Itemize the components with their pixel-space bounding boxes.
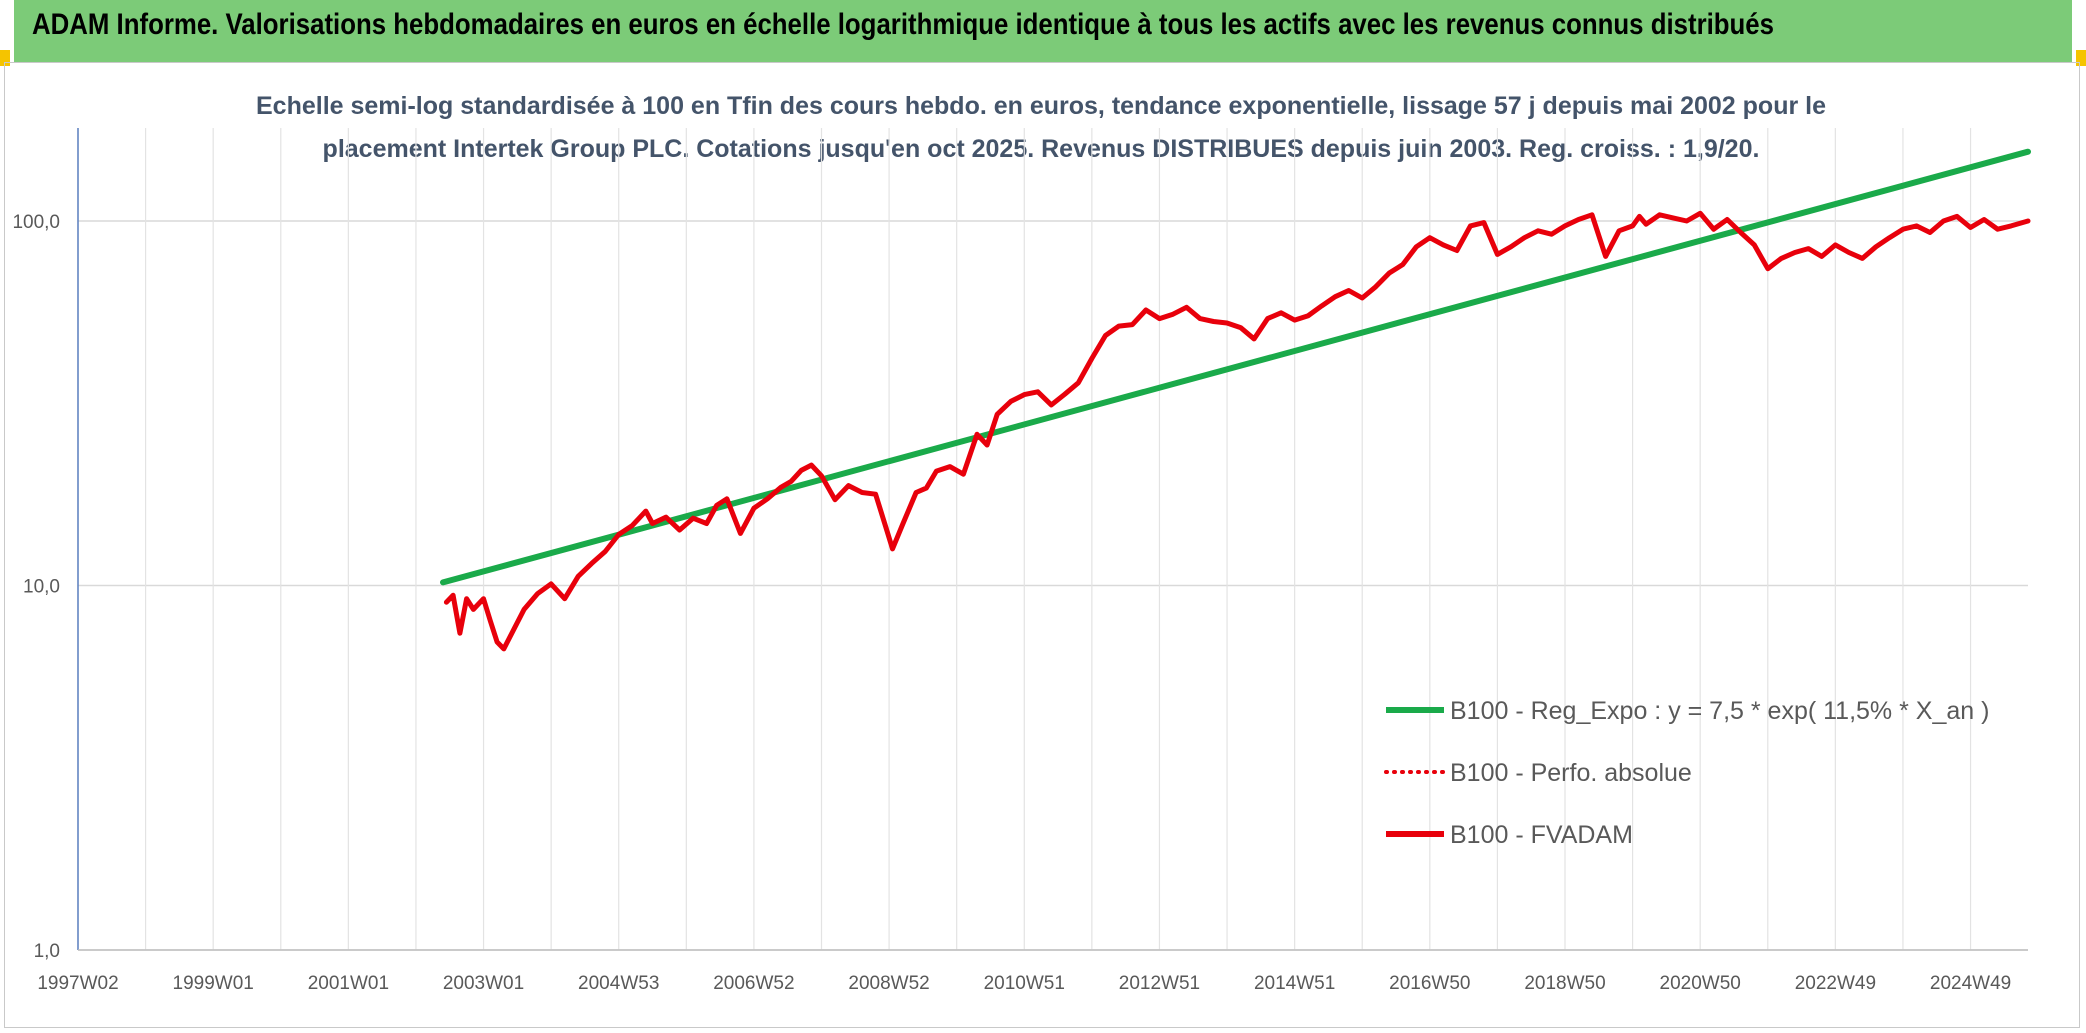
grid-lines [77, 128, 2028, 951]
x-tick-label: 2008W52 [848, 973, 929, 994]
x-tick-label: 2014W51 [1254, 973, 1335, 994]
x-tick-label: 2016W50 [1389, 973, 1470, 994]
corner-accent-left [0, 50, 10, 66]
plot-series [440, 148, 2031, 652]
y-tick-label: 10,0 [23, 577, 60, 598]
legend: B100 - Reg_Expo : y = 7,5 * exp( 11,5% *… [1384, 697, 1989, 849]
legend-label-0: B100 - Reg_Expo : y = 7,5 * exp( 11,5% *… [1450, 697, 1989, 725]
legend-label-2: B100 - FVADAM [1450, 821, 1633, 849]
x-tick-label: 2012W51 [1119, 973, 1200, 994]
chart-frame [4, 62, 2080, 1028]
chart-title-line-2: placement Intertek Group PLC. Cotations … [323, 135, 1760, 163]
series-line-2 [443, 210, 2031, 652]
page-title: ADAM Informe. Valorisations hebdomadaire… [32, 8, 1774, 41]
x-tick-label: 1999W01 [173, 973, 254, 994]
title-banner: ADAM Informe. Valorisations hebdomadaire… [14, 0, 2072, 62]
x-tick-label: 1997W02 [37, 973, 118, 994]
x-tick-label: 2010W51 [984, 973, 1065, 994]
x-tick-label: 2003W01 [443, 973, 524, 994]
x-tick-label: 2004W53 [578, 973, 659, 994]
corner-accent-right [2076, 50, 2086, 66]
y-tick-label: 100,0 [12, 212, 60, 233]
axes: 1,0 10,0 100,0 1997W02 1999W01 2001W01 2003W01… [12, 128, 2028, 994]
x-tick-label: 2006W52 [713, 973, 794, 994]
x-tick-label: 2024W49 [1930, 973, 2011, 994]
chart-title-line-1: Echelle semi-log standardisée à 100 en T… [256, 92, 1826, 120]
series-line-0 [440, 148, 2031, 586]
x-tick-label: 2001W01 [308, 973, 389, 994]
y-tick-label: 1,0 [34, 941, 60, 962]
x-tick-label: 2018W50 [1524, 973, 1605, 994]
legend-label-1: B100 - Perfo. absolue [1450, 759, 1692, 787]
x-tick-label: 2022W49 [1795, 973, 1876, 994]
x-tick-label: 2020W50 [1660, 973, 1741, 994]
